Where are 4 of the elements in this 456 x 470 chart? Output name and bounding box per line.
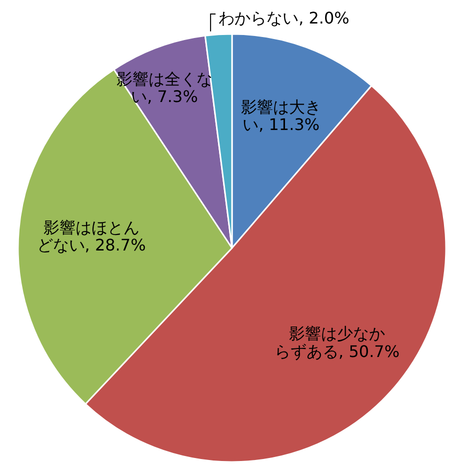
slice-label: 影響はほとんどない, 28.7% (36, 218, 146, 254)
slice-label: わからない, 2.0% (218, 8, 350, 28)
slice-label: 影響は大きい, 11.3% (241, 97, 322, 134)
slice-label: 影響は少なからずある, 50.7% (274, 324, 400, 361)
